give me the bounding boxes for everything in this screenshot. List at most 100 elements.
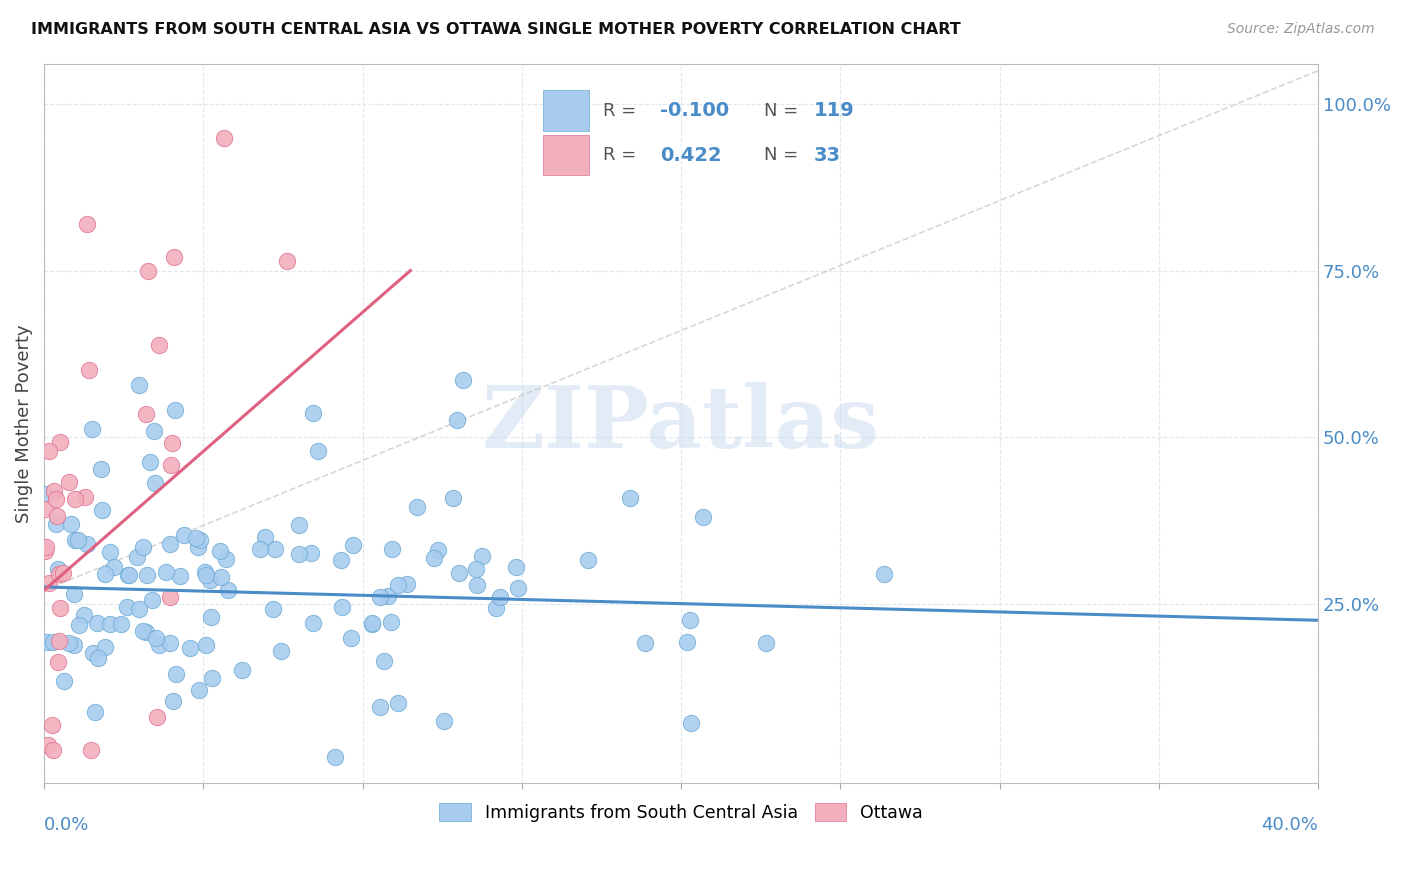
Point bbox=[165, 403, 187, 417]
Point bbox=[94, 640, 117, 655]
Point bbox=[52, 566, 75, 581]
Point bbox=[87, 651, 110, 665]
Text: 40.0%: 40.0% bbox=[1261, 816, 1319, 834]
Point bbox=[576, 553, 599, 567]
Point bbox=[276, 253, 298, 268]
Point bbox=[160, 435, 183, 450]
Point bbox=[66, 533, 89, 547]
Point bbox=[117, 568, 139, 582]
Point bbox=[58, 475, 80, 489]
Point bbox=[200, 573, 222, 587]
Point bbox=[46, 509, 69, 524]
Point bbox=[217, 582, 239, 597]
Point bbox=[49, 601, 72, 615]
Point bbox=[141, 593, 163, 607]
Point bbox=[48, 567, 70, 582]
Point bbox=[46, 562, 69, 576]
Point bbox=[387, 578, 409, 592]
Point bbox=[619, 491, 641, 505]
Point bbox=[433, 714, 456, 728]
Point bbox=[208, 544, 231, 558]
Point bbox=[262, 602, 284, 616]
Point bbox=[330, 553, 353, 567]
Y-axis label: Single Mother Poverty: Single Mother Poverty bbox=[15, 325, 32, 523]
Point bbox=[387, 696, 409, 710]
Text: IMMIGRANTS FROM SOUTH CENTRAL ASIA VS OTTAWA SINGLE MOTHER POVERTY CORRELATION C: IMMIGRANTS FROM SOUTH CENTRAL ASIA VS OT… bbox=[31, 22, 960, 37]
Point bbox=[489, 590, 512, 604]
Point bbox=[159, 590, 181, 604]
Point bbox=[692, 510, 714, 524]
Point bbox=[60, 516, 83, 531]
Point bbox=[136, 263, 159, 277]
Point bbox=[288, 547, 311, 561]
Point bbox=[63, 533, 86, 547]
Point bbox=[377, 589, 399, 603]
Point bbox=[148, 638, 170, 652]
Point bbox=[342, 538, 364, 552]
Point bbox=[77, 363, 100, 377]
Point bbox=[373, 654, 395, 668]
Point bbox=[426, 542, 449, 557]
Point bbox=[136, 568, 159, 582]
Point bbox=[165, 666, 187, 681]
Point bbox=[46, 655, 69, 669]
Point bbox=[307, 444, 329, 458]
Point bbox=[679, 613, 702, 627]
Point bbox=[299, 546, 322, 560]
Point bbox=[194, 565, 217, 579]
Point bbox=[162, 694, 184, 708]
Point bbox=[80, 422, 103, 436]
Point bbox=[63, 587, 86, 601]
Point bbox=[76, 217, 98, 231]
Point bbox=[135, 625, 157, 640]
Point bbox=[485, 600, 508, 615]
Text: ZIPatlas: ZIPatlas bbox=[482, 382, 880, 466]
Point bbox=[361, 616, 384, 631]
Point bbox=[188, 533, 211, 547]
Point bbox=[142, 424, 165, 438]
Point bbox=[44, 484, 66, 499]
Point bbox=[471, 549, 494, 564]
Point bbox=[186, 541, 208, 555]
Point bbox=[679, 716, 702, 731]
Point bbox=[132, 540, 155, 554]
Point bbox=[34, 543, 56, 558]
Point bbox=[159, 636, 181, 650]
Point bbox=[465, 562, 488, 576]
Point bbox=[368, 590, 391, 604]
Point bbox=[63, 491, 86, 506]
Point bbox=[755, 636, 778, 650]
Point bbox=[264, 542, 287, 557]
Point bbox=[34, 502, 56, 516]
Point bbox=[82, 646, 104, 660]
Text: Source: ZipAtlas.com: Source: ZipAtlas.com bbox=[1227, 22, 1375, 37]
Point bbox=[405, 500, 427, 514]
Point bbox=[35, 540, 58, 554]
Point bbox=[41, 718, 63, 732]
Point bbox=[80, 743, 103, 757]
Point bbox=[41, 635, 63, 649]
Point bbox=[63, 638, 86, 652]
Point bbox=[270, 644, 292, 658]
Point bbox=[302, 616, 325, 631]
Point bbox=[447, 566, 470, 581]
Point bbox=[302, 406, 325, 420]
Point bbox=[451, 373, 474, 387]
Point bbox=[45, 492, 67, 507]
Point bbox=[34, 487, 56, 501]
Point bbox=[91, 503, 114, 517]
Point bbox=[145, 709, 167, 723]
Point bbox=[155, 565, 177, 579]
Point bbox=[873, 567, 896, 582]
Point bbox=[173, 528, 195, 542]
Point bbox=[186, 532, 208, 546]
Point bbox=[215, 552, 238, 566]
Point bbox=[138, 455, 160, 469]
Point bbox=[423, 550, 446, 565]
Point bbox=[53, 674, 76, 689]
Point bbox=[340, 631, 363, 645]
Point bbox=[381, 541, 404, 556]
Point bbox=[45, 516, 67, 531]
Point bbox=[73, 490, 96, 504]
Point bbox=[249, 541, 271, 556]
